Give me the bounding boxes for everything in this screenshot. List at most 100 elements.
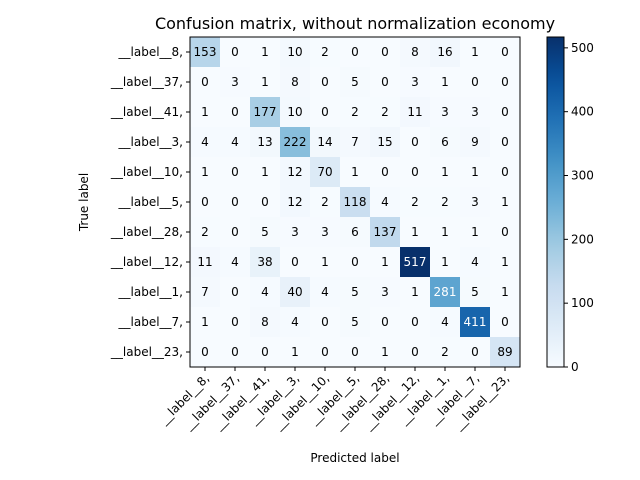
heatmap-cell [280, 187, 311, 218]
cell-value-label: 0 [351, 255, 359, 269]
heatmap-cell [340, 97, 371, 128]
heatmap-cell [220, 157, 251, 188]
heatmap-cell [490, 337, 521, 368]
heatmap-cell [490, 157, 521, 188]
heatmap-cell [400, 247, 431, 278]
heatmap-cell [220, 67, 251, 98]
heatmap-cell [340, 37, 371, 68]
cell-value-label: 1 [411, 225, 419, 239]
cell-value-label: 0 [411, 345, 419, 359]
y-tick-label: __label__41, [110, 105, 183, 119]
heatmap-cell [250, 277, 281, 308]
cell-value-label: 1 [471, 45, 479, 59]
cell-value-label: 2 [381, 105, 389, 119]
y-tick-label: __label__5, [118, 195, 183, 209]
heatmap-cell [220, 187, 251, 218]
heatmap-cell [430, 337, 461, 368]
cell-value-label: 0 [501, 165, 509, 179]
cell-value-label: 0 [381, 165, 389, 179]
heatmap-cell [280, 307, 311, 338]
cell-value-label: 0 [351, 45, 359, 59]
heatmap-cell [430, 217, 461, 248]
cell-value-label: 411 [464, 315, 487, 329]
heatmap-cell [490, 277, 521, 308]
colorbar-tick-label: 100 [571, 296, 594, 310]
heatmap-cell [430, 247, 461, 278]
cell-value-label: 3 [321, 225, 329, 239]
cell-value-label: 9 [471, 135, 479, 149]
heatmap-cell [190, 157, 221, 188]
cell-value-label: 0 [231, 105, 239, 119]
heatmap-cell [190, 247, 221, 278]
heatmap-cell [490, 67, 521, 98]
cell-value-label: 6 [441, 135, 449, 149]
heatmap-cell [280, 67, 311, 98]
cell-value-label: 2 [201, 225, 209, 239]
heatmap-cell [400, 307, 431, 338]
cell-value-label: 1 [261, 75, 269, 89]
cell-value-label: 153 [194, 45, 217, 59]
cell-value-label: 1 [261, 45, 269, 59]
cell-value-label: 0 [231, 225, 239, 239]
heatmap-cell [280, 37, 311, 68]
cell-value-label: 0 [231, 315, 239, 329]
heatmap-cell [340, 157, 371, 188]
heatmap-cell [250, 307, 281, 338]
heatmap-cell [430, 37, 461, 68]
heatmap-cell [220, 307, 251, 338]
cell-value-label: 0 [411, 135, 419, 149]
cell-value-label: 3 [381, 285, 389, 299]
heatmap-cell [190, 187, 221, 218]
heatmap-cell [250, 157, 281, 188]
cell-value-label: 222 [284, 135, 307, 149]
heatmap-cell [280, 337, 311, 368]
heatmap-cell [400, 157, 431, 188]
cell-value-label: 16 [437, 45, 452, 59]
cell-value-label: 2 [411, 195, 419, 209]
cell-value-label: 0 [231, 45, 239, 59]
cell-value-label: 5 [351, 75, 359, 89]
cell-value-label: 0 [471, 75, 479, 89]
cell-value-label: 2 [441, 195, 449, 209]
cell-value-label: 0 [261, 195, 269, 209]
cell-value-label: 0 [501, 105, 509, 119]
cell-value-label: 12 [287, 195, 302, 209]
colorbar-tick-label: 200 [571, 232, 594, 246]
heatmap-cell [220, 337, 251, 368]
colorbar-tick-label: 300 [571, 169, 594, 183]
chart-title: Confusion matrix, without normalization … [155, 14, 555, 33]
heatmap-cell [280, 97, 311, 128]
heatmap-cell [250, 37, 281, 68]
cell-value-label: 0 [351, 345, 359, 359]
heatmap-cell [340, 187, 371, 218]
cell-value-label: 7 [201, 285, 209, 299]
cell-value-label: 0 [231, 345, 239, 359]
heatmap-cell [190, 67, 221, 98]
cell-value-label: 4 [441, 315, 449, 329]
cell-value-label: 1 [201, 315, 209, 329]
heatmap-cell [310, 37, 341, 68]
cell-value-label: 5 [351, 315, 359, 329]
cell-value-label: 1 [441, 225, 449, 239]
cell-value-label: 5 [471, 285, 479, 299]
heatmap-cell [340, 277, 371, 308]
cell-value-label: 38 [257, 255, 272, 269]
heatmap-cell [490, 217, 521, 248]
heatmap-cell [370, 217, 401, 248]
cell-value-label: 0 [411, 315, 419, 329]
cell-value-label: 1 [321, 255, 329, 269]
heatmap-cell [310, 67, 341, 98]
cell-value-label: 0 [231, 285, 239, 299]
cell-value-label: 1 [201, 165, 209, 179]
heatmap-cell [190, 127, 221, 158]
heatmap-cell [430, 307, 461, 338]
cell-value-label: 118 [344, 195, 367, 209]
heatmap-cell [340, 67, 371, 98]
heatmap-cell [430, 157, 461, 188]
heatmap-cell [430, 277, 461, 308]
cell-value-label: 0 [231, 165, 239, 179]
heatmap-cell [400, 217, 431, 248]
cell-value-label: 2 [351, 105, 359, 119]
heatmap-cell [430, 67, 461, 98]
cell-value-label: 1 [381, 255, 389, 269]
